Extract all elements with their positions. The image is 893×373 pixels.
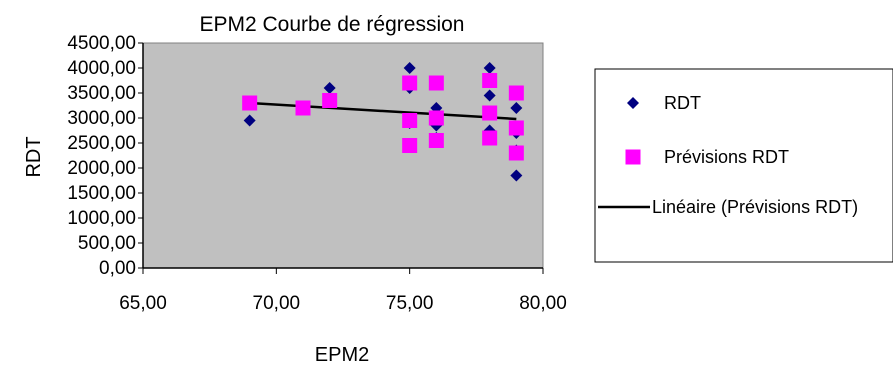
forecast-point xyxy=(508,145,524,161)
legend-label: Linéaire (Prévisions RDT) xyxy=(652,197,858,217)
y-tick-label: 4500,00 xyxy=(67,33,136,54)
rdt-point xyxy=(403,62,416,74)
rdt-point xyxy=(483,89,496,102)
rdt-point xyxy=(483,62,496,74)
legend-label: Prévisions RDT xyxy=(664,147,789,167)
x-tick-label: 70,00 xyxy=(253,293,301,314)
forecast-point xyxy=(402,138,418,153)
y-tick-label: 3500,00 xyxy=(67,83,136,104)
y-tick-label: 1000,00 xyxy=(67,208,136,229)
forecast-point xyxy=(428,110,444,126)
x-tick-label: 80,00 xyxy=(519,293,567,314)
trendline-layer xyxy=(249,101,517,121)
trendline xyxy=(249,101,517,121)
forecast-point xyxy=(482,105,498,121)
y-tick-label: 2000,00 xyxy=(67,158,136,179)
forecast-point xyxy=(402,75,418,91)
legend-marker-rdt xyxy=(627,97,639,109)
y-axis-label: RDT xyxy=(23,136,45,177)
x-axis-label: EPM2 xyxy=(315,344,369,366)
forecast-point xyxy=(295,100,311,116)
forecast-point xyxy=(242,95,258,111)
legend-marker-forecast xyxy=(625,149,641,165)
y-tick-label: 4000,00 xyxy=(67,58,136,79)
x-tick-labels: 65,00 70,00 75,00 80,00 xyxy=(119,293,567,314)
legend: RDT Prévisions RDT Linéaire (Prévisions RD… xyxy=(594,68,893,263)
marks-layer xyxy=(242,62,524,182)
y-tick-labels: 0,00 500,00 1000,00 1500,00 2000,00 2500,00 30… xyxy=(67,33,136,279)
x-tick-label: 65,00 xyxy=(119,293,167,314)
y-tick-label: 0,00 xyxy=(99,258,136,279)
y-tick-label: 2500,00 xyxy=(67,133,136,154)
forecast-point xyxy=(322,93,338,108)
rdt-point xyxy=(510,102,523,114)
x-tick-label: 75,00 xyxy=(386,293,434,314)
legend-label: RDT xyxy=(664,93,701,113)
forecast-point xyxy=(428,75,444,91)
rdt-point xyxy=(323,82,336,94)
rdt-point xyxy=(243,114,256,127)
y-tick-label: 500,00 xyxy=(78,233,136,254)
rdt-point xyxy=(510,169,523,182)
legend-box xyxy=(594,68,893,263)
forecast-point xyxy=(482,73,498,88)
forecast-point xyxy=(402,113,418,128)
plot-area xyxy=(142,42,544,269)
forecast-point xyxy=(482,130,498,146)
axes xyxy=(138,42,544,274)
forecast-point xyxy=(508,85,524,101)
y-tick-label: 3000,00 xyxy=(67,108,136,129)
forecast-point xyxy=(428,133,444,148)
forecast-point xyxy=(508,120,524,136)
chart-title: EPM2 Courbe de régression xyxy=(200,13,465,36)
legend-entries: RDT Prévisions RDT Linéaire (Prévisions RD… xyxy=(598,93,858,217)
y-tick-label: 1500,00 xyxy=(67,183,136,204)
